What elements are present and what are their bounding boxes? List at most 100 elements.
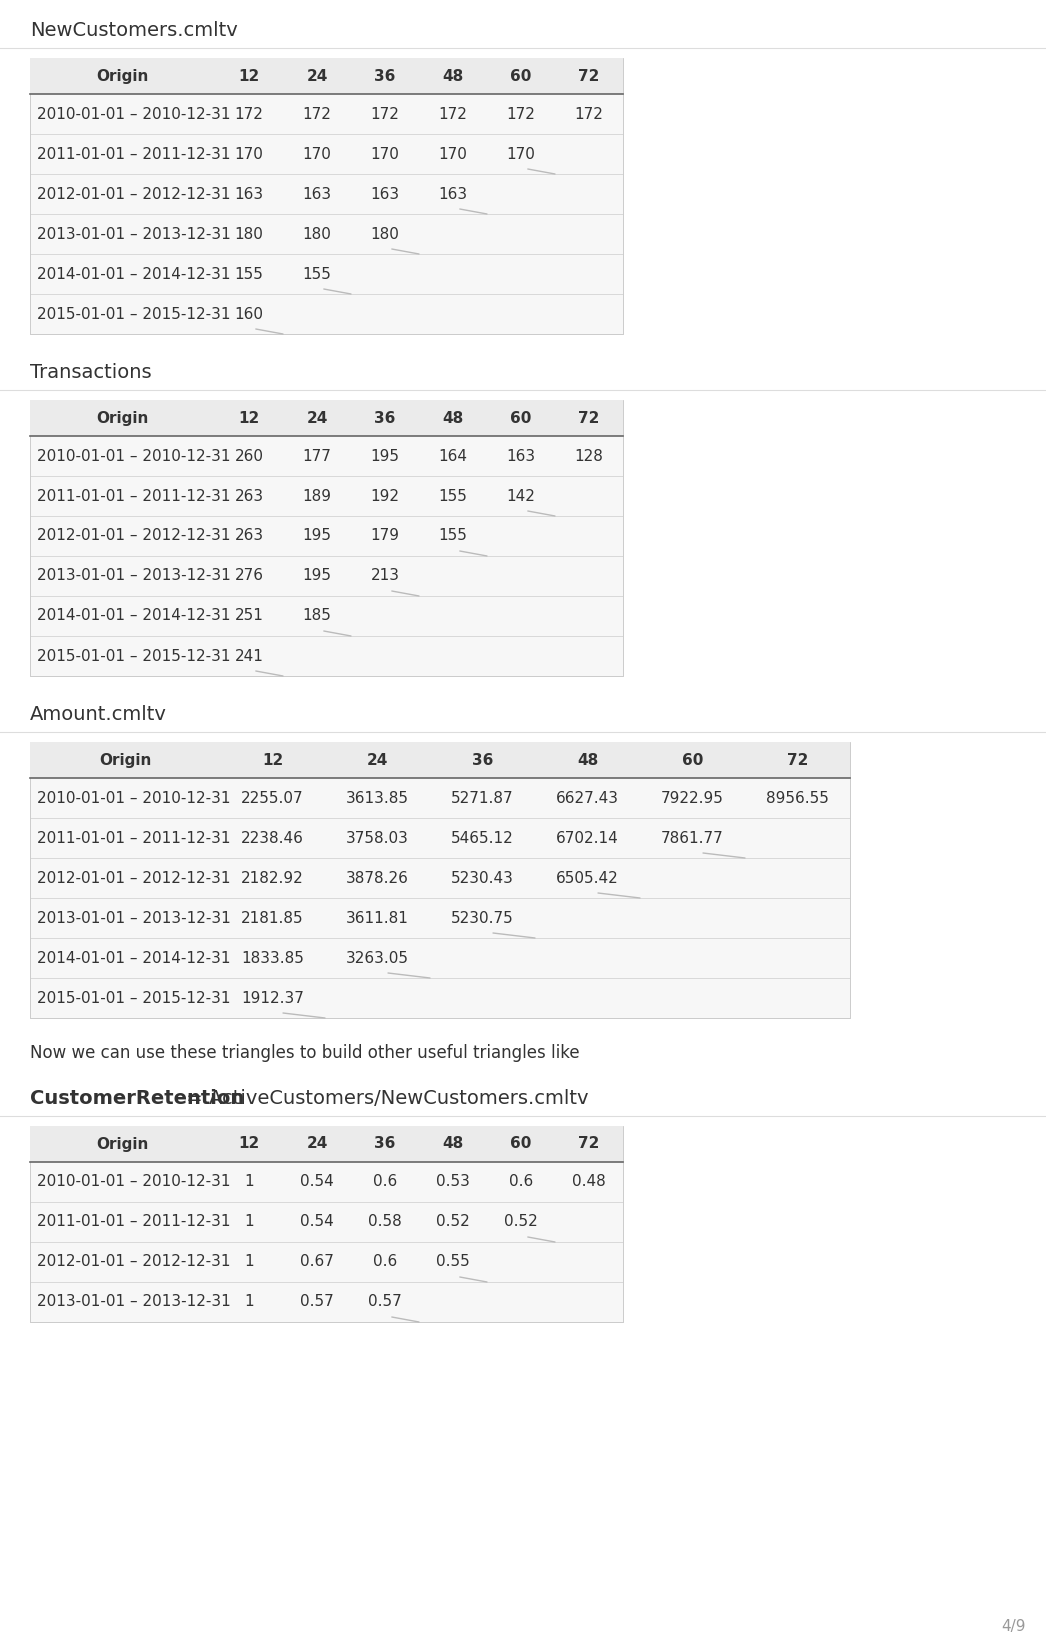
Text: 0.6: 0.6 [372, 1254, 397, 1269]
Text: 2013-01-01 – 2013-12-31: 2013-01-01 – 2013-12-31 [37, 1294, 231, 1310]
Text: 36: 36 [374, 1137, 395, 1152]
Text: 155: 155 [438, 529, 468, 544]
Text: 251: 251 [234, 608, 264, 623]
Text: 2010-01-01 – 2010-12-31: 2010-01-01 – 2010-12-31 [37, 107, 230, 122]
Text: 170: 170 [370, 147, 400, 162]
Text: 3878.26: 3878.26 [346, 870, 409, 885]
Text: 163: 163 [438, 186, 468, 201]
Text: 2014-01-01 – 2014-12-31: 2014-01-01 – 2014-12-31 [37, 608, 230, 623]
Text: 48: 48 [442, 69, 463, 84]
Text: Now we can use these triangles to build other useful triangles like: Now we can use these triangles to build … [30, 1043, 579, 1061]
Text: 0.53: 0.53 [436, 1175, 470, 1190]
Text: 0.55: 0.55 [436, 1254, 470, 1269]
Text: 36: 36 [472, 753, 493, 768]
Text: 1912.37: 1912.37 [241, 990, 304, 1005]
Text: 72: 72 [578, 69, 599, 84]
Text: 0.54: 0.54 [300, 1175, 334, 1190]
Text: 164: 164 [438, 448, 468, 463]
Text: 60: 60 [682, 753, 703, 768]
Text: 172: 172 [370, 107, 400, 122]
Text: 195: 195 [370, 448, 400, 463]
Text: 177: 177 [302, 448, 332, 463]
Text: Origin: Origin [96, 1137, 149, 1152]
Text: 2015-01-01 – 2015-12-31: 2015-01-01 – 2015-12-31 [37, 990, 230, 1005]
Text: 2013-01-01 – 2013-12-31: 2013-01-01 – 2013-12-31 [37, 569, 231, 583]
Text: 163: 163 [370, 186, 400, 201]
Text: 170: 170 [506, 147, 536, 162]
Text: 2015-01-01 – 2015-12-31: 2015-01-01 – 2015-12-31 [37, 649, 230, 664]
Text: 60: 60 [510, 1137, 531, 1152]
Text: 3613.85: 3613.85 [346, 791, 409, 806]
Text: 12: 12 [262, 753, 283, 768]
Text: 2181.85: 2181.85 [242, 910, 303, 926]
Text: 36: 36 [374, 69, 395, 84]
Text: 170: 170 [438, 147, 468, 162]
Text: 172: 172 [574, 107, 604, 122]
Text: 24: 24 [306, 69, 327, 84]
Text: 0.58: 0.58 [368, 1215, 402, 1229]
Text: 7861.77: 7861.77 [661, 831, 724, 845]
Text: 60: 60 [510, 410, 531, 425]
Text: 163: 163 [234, 186, 264, 201]
Text: 142: 142 [506, 488, 536, 504]
Bar [30, 400, 623, 676]
Bar [30, 1126, 623, 1162]
Bar [30, 58, 623, 335]
Text: 12: 12 [238, 69, 259, 84]
Text: 195: 195 [302, 529, 332, 544]
Text: 276: 276 [234, 569, 264, 583]
Text: 2012-01-01 – 2012-12-31: 2012-01-01 – 2012-12-31 [37, 870, 230, 885]
Text: 2011-01-01 – 2011-12-31: 2011-01-01 – 2011-12-31 [37, 1215, 230, 1229]
Text: 2015-01-01 – 2015-12-31: 2015-01-01 – 2015-12-31 [37, 307, 230, 321]
Text: 263: 263 [234, 529, 264, 544]
Text: 260: 260 [234, 448, 264, 463]
Text: 172: 172 [302, 107, 332, 122]
Text: 185: 185 [302, 608, 332, 623]
Text: 72: 72 [787, 753, 809, 768]
Text: Transactions: Transactions [30, 363, 152, 381]
Bar [30, 1126, 623, 1322]
Text: 48: 48 [577, 753, 598, 768]
Text: 0.57: 0.57 [300, 1294, 334, 1310]
Text: 36: 36 [374, 410, 395, 425]
Text: 2010-01-01 – 2010-12-31: 2010-01-01 – 2010-12-31 [37, 1175, 230, 1190]
Text: Origin: Origin [96, 410, 149, 425]
Text: 180: 180 [370, 226, 400, 242]
Text: 0.52: 0.52 [504, 1215, 538, 1229]
Text: 5271.87: 5271.87 [451, 791, 514, 806]
Text: 2182.92: 2182.92 [242, 870, 304, 885]
Text: 12: 12 [238, 1137, 259, 1152]
Text: 160: 160 [234, 307, 264, 321]
Text: 1: 1 [244, 1294, 254, 1310]
Text: 60: 60 [510, 69, 531, 84]
Text: 7922.95: 7922.95 [661, 791, 724, 806]
Text: 2013-01-01 – 2013-12-31: 2013-01-01 – 2013-12-31 [37, 910, 231, 926]
Text: 24: 24 [367, 753, 388, 768]
Text: 195: 195 [302, 569, 332, 583]
Text: 2012-01-01 – 2012-12-31: 2012-01-01 – 2012-12-31 [37, 186, 230, 201]
Text: 3758.03: 3758.03 [346, 831, 409, 845]
Text: 72: 72 [578, 410, 599, 425]
Text: 6702.14: 6702.14 [556, 831, 619, 845]
Text: 189: 189 [302, 488, 332, 504]
Text: 180: 180 [302, 226, 332, 242]
Text: 0.6: 0.6 [508, 1175, 533, 1190]
Text: 163: 163 [506, 448, 536, 463]
Text: 0.52: 0.52 [436, 1215, 470, 1229]
Text: 24: 24 [306, 410, 327, 425]
Text: 2014-01-01 – 2014-12-31: 2014-01-01 – 2014-12-31 [37, 267, 230, 282]
Text: 3611.81: 3611.81 [346, 910, 409, 926]
Bar [30, 742, 850, 1018]
Text: 1: 1 [244, 1215, 254, 1229]
Text: 163: 163 [302, 186, 332, 201]
Text: 2010-01-01 – 2010-12-31: 2010-01-01 – 2010-12-31 [37, 791, 230, 806]
Text: 2014-01-01 – 2014-12-31: 2014-01-01 – 2014-12-31 [37, 951, 230, 966]
Text: 24: 24 [306, 1137, 327, 1152]
Text: 48: 48 [442, 1137, 463, 1152]
Text: 2010-01-01 – 2010-12-31: 2010-01-01 – 2010-12-31 [37, 448, 230, 463]
Text: 2012-01-01 – 2012-12-31: 2012-01-01 – 2012-12-31 [37, 529, 230, 544]
Text: 1: 1 [244, 1254, 254, 1269]
Text: 155: 155 [438, 488, 468, 504]
Text: 179: 179 [370, 529, 400, 544]
Text: 5465.12: 5465.12 [451, 831, 514, 845]
